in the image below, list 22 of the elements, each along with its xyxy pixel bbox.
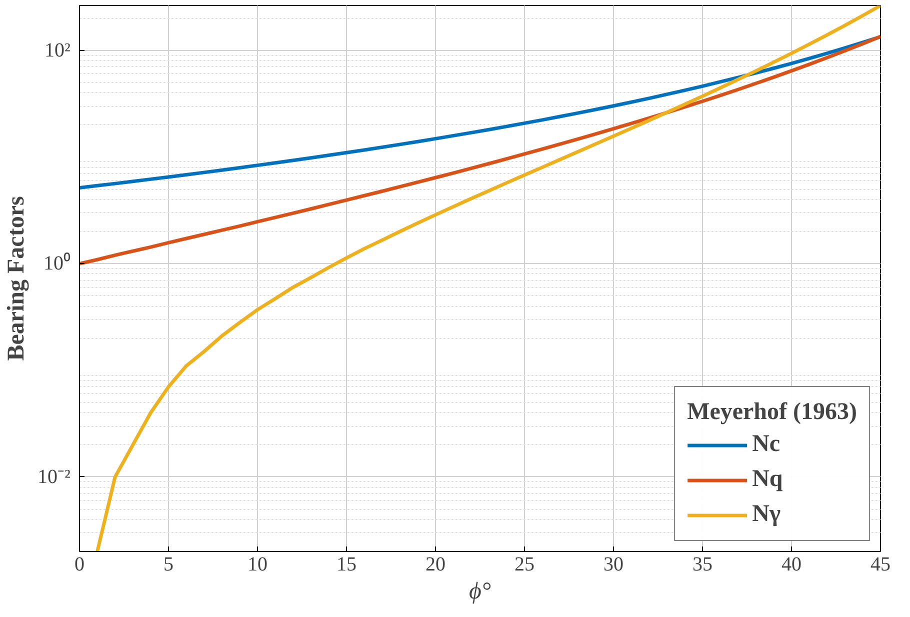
x-tick-label: 15 (336, 554, 356, 576)
x-tick-label: 45 (870, 554, 890, 576)
y-tick-label: 10² (44, 39, 71, 62)
legend-label: Nq (752, 466, 783, 493)
x-tick-label: 0 (74, 554, 84, 576)
y-tick-label: 10⁰ (44, 252, 70, 275)
legend-label: Nγ (752, 501, 781, 528)
x-tick-label: 20 (426, 554, 446, 576)
x-tick-label: 25 (514, 554, 534, 576)
line-series (96, 6, 880, 552)
x-tick-label: 40 (782, 554, 802, 576)
y-tick-label: 10⁻² (38, 466, 71, 488)
x-axis-title: ϕ° (468, 578, 492, 604)
x-tick-label: 5 (164, 554, 174, 576)
legend-label: Nc (752, 431, 780, 458)
x-tick-label: 10 (248, 554, 268, 576)
legend-title: Meyerhof (1963) (687, 399, 857, 426)
line-series (80, 34, 880, 266)
x-tick-label: 30 (604, 554, 624, 576)
x-tick-label: 35 (692, 554, 712, 576)
y-axis-title: Bearing Factors (4, 196, 30, 361)
line-series (80, 35, 880, 190)
